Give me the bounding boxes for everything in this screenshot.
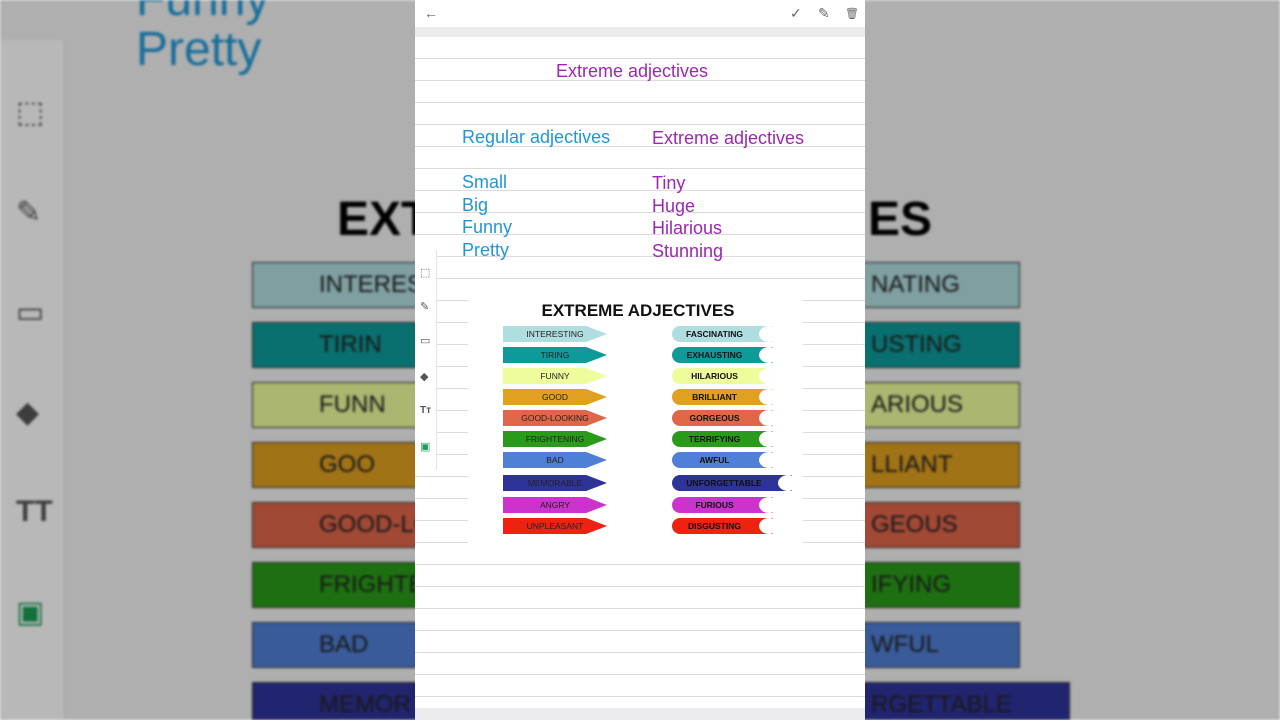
col1-header: Regular adjectives [462,127,611,147]
bg-word: Pretty [136,23,262,76]
add-image-icon: ▣ [16,596,45,629]
regular-adjective: Pretty [462,239,510,260]
text-icon: TT [16,495,53,528]
regular-arrow: GOOD [503,389,607,405]
image-title: EXTREME ADJECTIVES [541,301,735,320]
top-bar: ← ✓ ✎ 🗑 [415,0,865,27]
bg-band: NATING [860,262,1020,308]
extreme-arrow: TERRIFYING [672,431,773,447]
check-icon[interactable]: ✓ [790,5,802,21]
eraser-icon[interactable]: ◆ [420,371,429,383]
note-title: Extreme adjectives [556,61,709,81]
extreme-arrow: EXHAUSTING [672,347,773,363]
extreme-adjective: Huge [652,195,696,216]
regular-arrow: ANGRY [503,497,607,513]
extreme-arrow: GORGEOUS [672,410,773,426]
regular-arrow: GOOD-LOOKING [503,410,607,426]
extreme-arrow: FASCINATING [672,326,773,342]
bg-band: FUNN [252,382,422,428]
bg-title-end: ES [868,193,933,246]
bg-band: USTING [860,322,1020,368]
bg-band: GOOD-LO [252,502,422,548]
bg-band: LLIANT [860,442,1020,488]
regular-arrow: UNPLEASANT [503,518,607,534]
bg-band: MEMOR [252,682,422,720]
bg-band: INTERES [252,262,422,308]
bg-band: GEOUS [860,502,1020,548]
extreme-arrow: DISGUSTING [672,518,773,534]
rectangle-icon[interactable]: ▭ [420,335,431,347]
extreme-adjective: Stunning [652,240,724,261]
regular-adjective: Big [462,194,489,215]
bg-band: IFYING [860,562,1020,608]
select-icon: ⬚ [16,96,45,129]
add-image-icon[interactable]: ▣ [420,441,431,453]
regular-arrow: INTERESTING [503,326,607,342]
regular-arrow: MEMORABLE [503,475,607,491]
eraser-icon: ◆ [16,396,40,429]
pen-icon[interactable]: ✎ [420,301,430,313]
extreme-arrow: BRILLIANT [672,389,773,405]
regular-arrow: FUNNY [503,368,607,384]
bg-toolbar: ⬚ ✎ ▭ ◆ TT ▣ [0,40,65,720]
extreme-adjective: Tiny [652,173,686,193]
back-arrow-icon[interactable]: ← [424,5,438,21]
regular-arrow: TIRING [503,347,607,363]
pen-icon: ✎ [16,196,42,229]
extreme-arrow: HILARIOUS [672,368,773,384]
regular-arrow: FRIGHTENING [503,431,607,447]
extreme-arrow: FURIOUS [672,497,773,513]
select-icon[interactable]: ⬚ [420,267,431,279]
phone-screen: ← ✓ ✎ 🗑 Extreme adjectives Regular adjec… [415,0,865,720]
text-icon[interactable]: Tт [420,405,432,416]
rectangle-icon: ▭ [16,296,45,329]
extreme-arrow: UNFORGETTABLE [672,475,792,491]
edit-icon[interactable]: ✎ [818,5,830,21]
bg-band: GOO [252,442,422,488]
regular-adjective: Small [462,172,508,192]
bg-band: TIRIN [252,322,422,368]
divider [415,27,865,37]
bg-band: BAD [252,622,422,668]
delete-icon[interactable]: 🗑 [845,8,859,20]
extreme-adjectives-image: EXTREME ADJECTIVES INTERESTING FASCINATIN… [468,292,803,548]
extreme-arrow: AWFUL [672,452,773,468]
extreme-adjective: Hilarious [652,218,723,238]
regular-adjective: Funny [462,217,513,237]
regular-arrow: BAD [503,452,607,468]
bg-band: ARIOUS [860,382,1020,428]
bg-band: FRIGHTE [252,562,422,608]
bg-band: RGETTABLE [860,682,1070,720]
drawing-tools: ⬚ ✎ ▭ ◆ Tт ▣ [415,250,437,470]
bg-word: Funny [136,0,269,27]
col2-header: Extreme adjectives [652,128,805,148]
bg-title: EXT [337,193,431,246]
